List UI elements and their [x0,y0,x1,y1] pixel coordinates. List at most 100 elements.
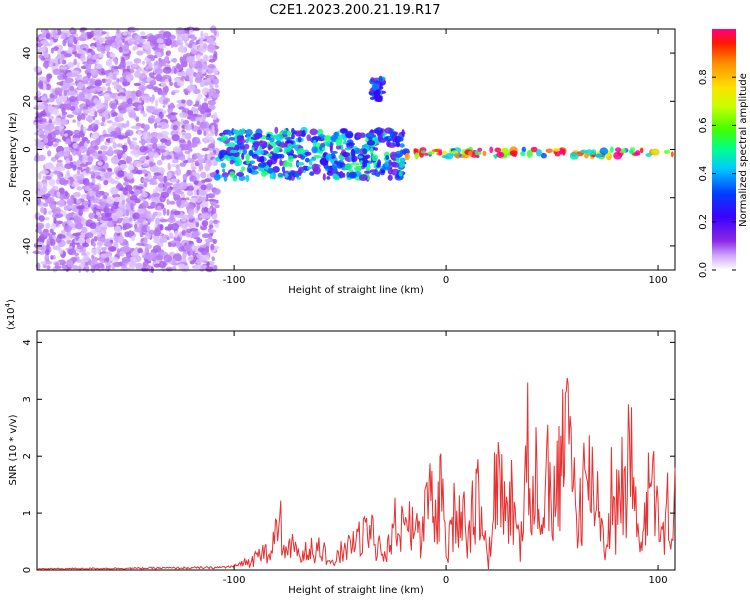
heatmap-blob [117,116,122,122]
heatmap-blob [375,89,381,96]
heatmap-blob [76,93,84,102]
heatmap-blob [335,138,343,146]
heatmap-blob [89,80,95,87]
heatmap-blob [632,152,640,156]
heatmap-blob [371,83,380,91]
heatmap-blob [141,191,148,198]
heatmap-blob [362,161,366,168]
heatmap-blob [69,217,75,221]
heatmap-blob [155,99,159,107]
heatmap-blob [56,191,61,198]
heatmap-blob [163,254,173,263]
heatmap-blob [53,117,62,126]
heatmap-blob [297,153,303,158]
heatmap-blob [179,112,187,118]
heatmap-blob [109,136,116,144]
heatmap-blob [151,115,156,119]
heatmap-blob [139,233,144,238]
heatmap-blob [371,154,379,162]
heatmap-blob [404,152,410,161]
heatmap-blob [175,240,181,249]
heatmap-blob [69,148,76,153]
spectrogram-y-axis-label: Frequency (Hz) [8,112,19,188]
heatmap-blob [339,128,348,134]
heatmap-blob [42,41,49,45]
heatmap-blob [208,136,214,143]
heatmap-blob [130,203,134,211]
heatmap-blob [159,218,169,223]
heatmap-blob [154,122,158,129]
heatmap-blob [116,143,123,148]
heatmap-blob [116,232,121,236]
heatmap-blob [128,261,138,267]
heatmap-blob [145,50,151,55]
heatmap-blob [164,56,170,63]
heatmap-blob [85,63,92,72]
heatmap-blob [310,157,317,162]
heatmap-blob [33,119,43,123]
heatmap-blob [191,230,199,238]
heatmap-blob [180,265,190,273]
heatmap-blob [158,111,164,120]
heatmap-blob [162,31,172,39]
heatmap-blob [70,181,80,188]
heatmap-blob [83,141,89,148]
heatmap-blob [121,72,126,77]
heatmap-blob [72,51,77,55]
heatmap-blob [66,198,75,206]
heatmap-blob [66,259,74,268]
heatmap-blob [197,247,205,253]
heatmap-blob [64,133,68,137]
heatmap-blob [91,178,96,184]
heatmap-blob [135,186,144,190]
heatmap-blob [210,243,215,251]
heatmap-blob [168,200,176,205]
heatmap-blob [34,104,41,109]
heatmap-blob [86,127,94,131]
heatmap-blob [185,52,191,57]
heatmap-blob [43,53,50,59]
heatmap-blob [91,195,95,201]
heatmap-blob [152,245,162,252]
heatmap-blob [38,80,44,88]
heatmap-blob [333,131,340,138]
snr-y-axis-label: SNR (10 * v/v) [8,414,19,485]
heatmap-blob [181,76,186,80]
heatmap-blob [251,153,259,159]
heatmap-blob [509,150,518,156]
heatmap-blob [113,180,119,184]
heatmap-blob [113,84,123,91]
heatmap-blob [148,229,155,236]
heatmap-blob [82,255,90,262]
heatmap-blob [133,58,142,64]
heatmap-blob [187,43,193,49]
heatmap-blob [389,151,398,160]
heatmap-blob [162,74,171,79]
heatmap-blob [229,159,234,165]
heatmap-blob [197,129,202,135]
heatmap-blob [144,244,153,250]
heatmap-blob [172,183,181,190]
heatmap-blob [88,212,95,220]
heatmap-blob [56,28,62,36]
snr-scale-exponent: 4 [4,302,12,307]
heatmap-blob [359,174,368,182]
heatmap-blob [130,145,134,150]
heatmap-blob [536,149,542,157]
heatmap-blob [124,231,130,238]
heatmap-blob [261,171,267,177]
heatmap-blob [46,265,51,270]
heatmap-blob [215,169,220,175]
heatmap-blob [133,160,143,168]
heatmap-blob [76,74,83,78]
heatmap-blob [109,92,117,99]
heatmap-blob [76,205,85,210]
heatmap-blob [198,189,207,196]
heatmap-blob [389,130,395,139]
heatmap-blob [142,163,149,167]
heatmap-blob [35,222,45,230]
heatmap-blob [69,86,75,91]
heatmap-blob [269,157,278,165]
snr-series-line [36,377,676,571]
heatmap-blob [118,236,124,244]
